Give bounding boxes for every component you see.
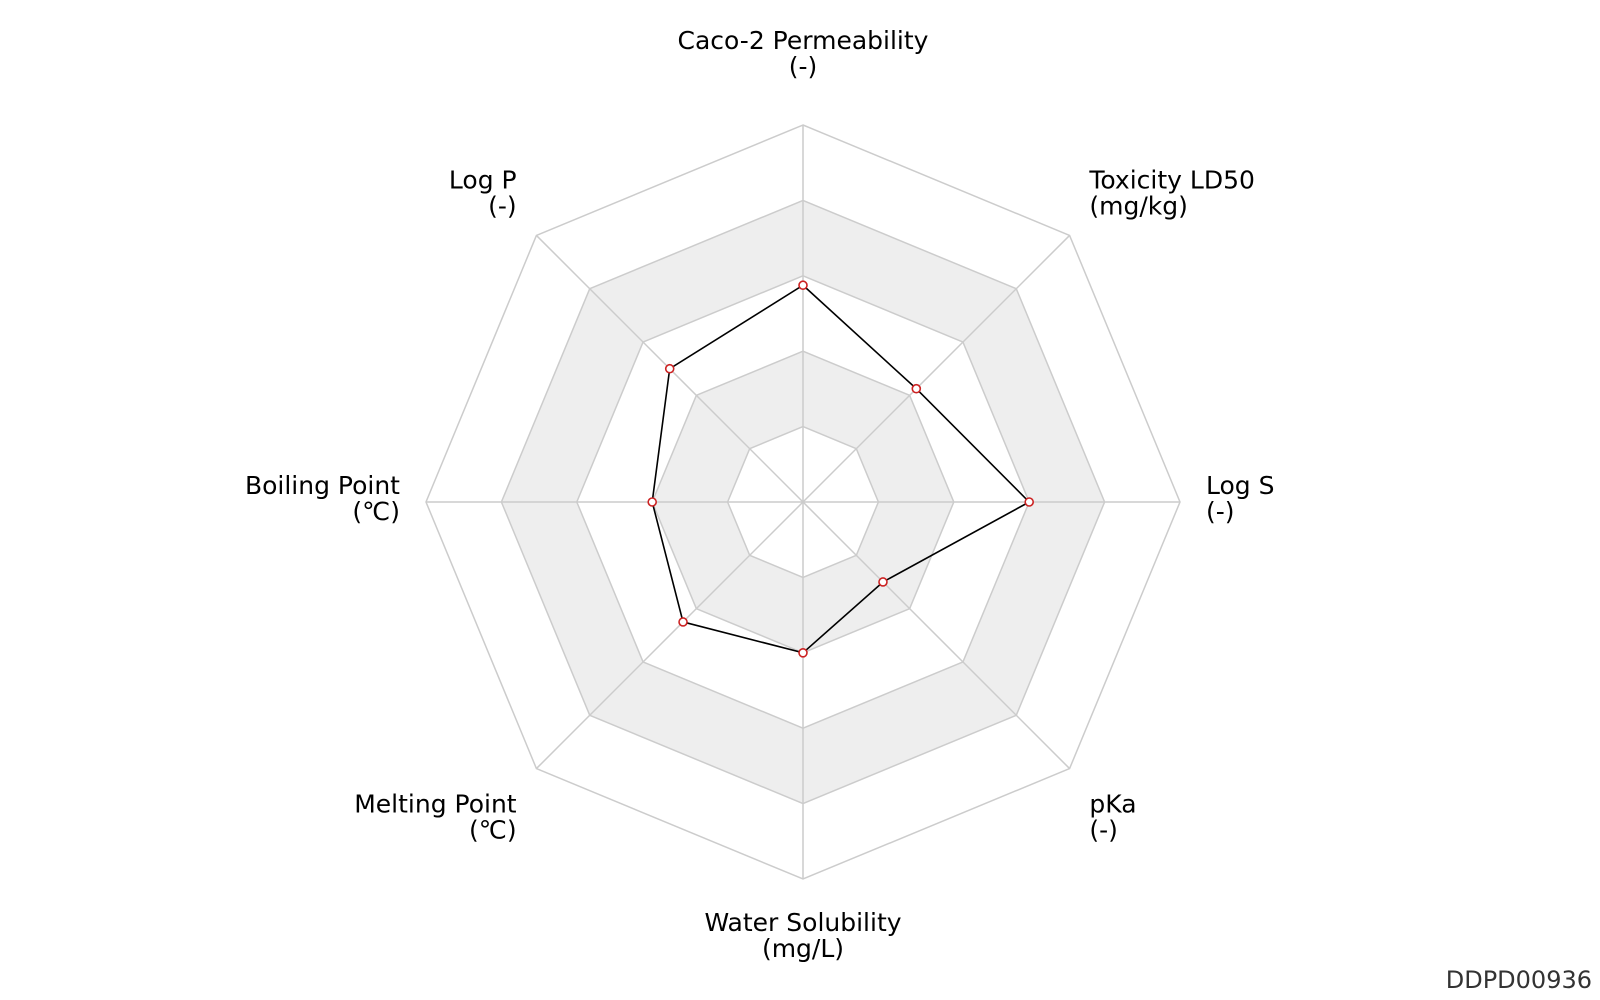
axis-label-2: Log S(-) <box>1206 471 1274 526</box>
axis-name-6: Boiling Point <box>245 471 400 500</box>
axis-label-1: Toxicity LD50(mg/kg) <box>1088 166 1255 221</box>
axis-label-7: Log P(-) <box>449 166 517 221</box>
axis-label-0: Caco-2 Permeability(-) <box>678 26 929 81</box>
radar-point-7 <box>664 363 675 374</box>
radar-point-3 <box>878 577 888 587</box>
axis-unit-2: (-) <box>1206 497 1235 526</box>
axis-name-3: pKa <box>1089 789 1136 818</box>
axis-name-5: Melting Point <box>354 789 517 818</box>
axis-unit-6: (℃) <box>352 497 400 526</box>
radar-series <box>647 280 1034 658</box>
axis-name-1: Toxicity LD50 <box>1088 166 1255 195</box>
axis-unit-1: (mg/kg) <box>1089 192 1188 221</box>
radar-point-4 <box>798 647 808 658</box>
axis-label-6: Boiling Point(℃) <box>245 471 400 526</box>
axis-name-2: Log S <box>1206 471 1274 500</box>
radar-spokes <box>426 125 1180 879</box>
radar-point-1 <box>911 383 922 394</box>
radar-point-0 <box>798 280 808 291</box>
axis-label-3: pKa(-) <box>1089 789 1136 844</box>
radar-axis-labels: Caco-2 Permeability(-)Toxicity LD50(mg/k… <box>245 26 1275 963</box>
axis-name-4: Water Solubility <box>704 908 901 937</box>
chart-id-watermark: DDPD00936 <box>1445 966 1592 994</box>
axis-label-4: Water Solubility(mg/L) <box>704 908 901 963</box>
radar-point-6 <box>647 497 658 507</box>
axis-unit-0: (-) <box>789 52 818 81</box>
radar-spoke-3 <box>802 501 1071 770</box>
radar-point-2 <box>1024 497 1034 507</box>
radar-spoke-5 <box>535 501 804 770</box>
axis-name-0: Caco-2 Permeability <box>678 26 929 55</box>
axis-unit-3: (-) <box>1089 815 1118 844</box>
axis-unit-7: (-) <box>488 192 517 221</box>
axis-unit-5: (℃) <box>469 815 517 844</box>
radar-point-5 <box>678 617 688 627</box>
radar-spoke-1 <box>802 234 1071 503</box>
axis-label-5: Melting Point(℃) <box>354 789 517 844</box>
axis-name-7: Log P <box>449 166 517 195</box>
axis-unit-4: (mg/L) <box>762 934 844 963</box>
